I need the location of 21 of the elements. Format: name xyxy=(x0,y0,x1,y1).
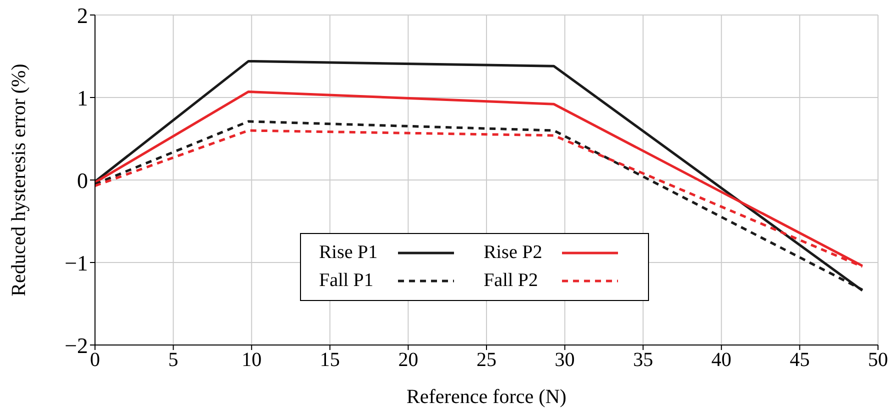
y-axis-title: Reduced hysteresis error (%) xyxy=(8,64,30,296)
legend-label: Fall P1 xyxy=(319,270,374,292)
x-tick-label: 40 xyxy=(711,349,732,372)
x-tick-label: 30 xyxy=(554,349,575,372)
legend-label: Rise P2 xyxy=(484,242,542,264)
x-tick-label: 50 xyxy=(868,349,888,372)
y-tick-label: 1 xyxy=(77,85,88,110)
y-tick-label: −2 xyxy=(64,332,88,358)
x-tick-label: 35 xyxy=(633,349,654,372)
x-tick-label: 10 xyxy=(242,349,262,372)
x-tick-label: 25 xyxy=(476,349,496,372)
x-tick-label: 45 xyxy=(790,349,810,372)
y-tick-label: −1 xyxy=(64,250,88,276)
y-tick-label: 0 xyxy=(77,168,88,193)
legend-label: Rise P1 xyxy=(319,242,378,264)
y-tick-label: 2 xyxy=(77,2,88,28)
x-tick-label: 15 xyxy=(320,349,340,372)
x-tick-label: 5 xyxy=(168,349,178,372)
legend-label: Fall P2 xyxy=(484,270,539,292)
x-axis-title: Reference force (N) xyxy=(406,386,566,408)
x-tick-label: 20 xyxy=(398,349,418,372)
